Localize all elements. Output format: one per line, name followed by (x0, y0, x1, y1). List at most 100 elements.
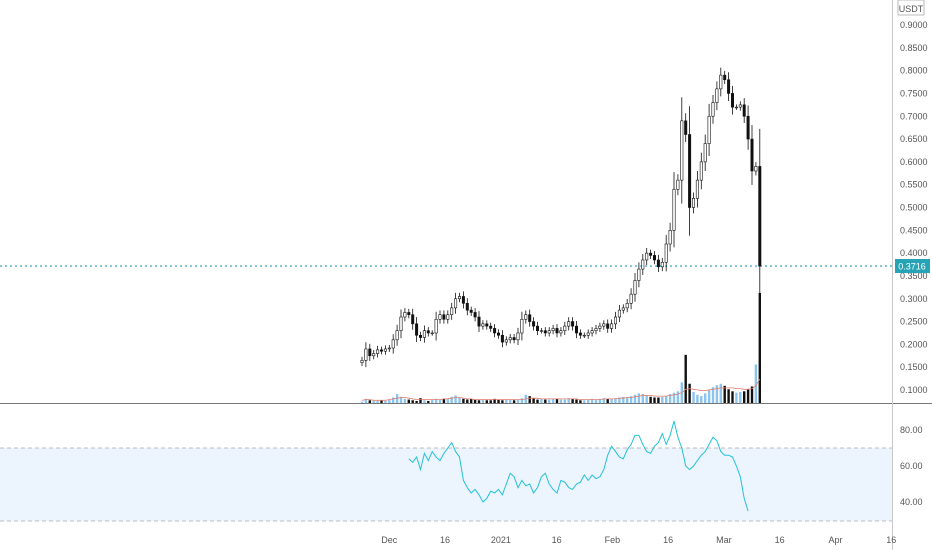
volume-bar (602, 398, 605, 403)
volume-bar (641, 394, 644, 403)
volume-bar (532, 398, 535, 403)
volume-bar (587, 399, 590, 403)
main-pane[interactable] (0, 67, 892, 403)
volume-bar (583, 400, 586, 403)
candle-body (590, 330, 594, 334)
volume-bar (727, 389, 730, 403)
candle-body (715, 88, 719, 103)
volume-bar (501, 400, 504, 403)
volume-bar (590, 398, 594, 403)
candle-body (602, 323, 606, 327)
volume-bar (485, 400, 488, 403)
candle-body (649, 252, 653, 256)
candle-body (742, 104, 746, 117)
volume-bar (364, 398, 368, 403)
volume-bar (442, 398, 446, 403)
price-axis-tick-label: 0.9000 (900, 20, 928, 30)
price-axis-tick-label: 0.5500 (900, 180, 928, 190)
candle-body (528, 314, 532, 322)
candle-body (426, 330, 430, 334)
candle-body (407, 312, 411, 316)
candle-body (520, 318, 524, 334)
candle-body (422, 330, 426, 338)
candle-body (543, 330, 547, 334)
candle-body (395, 330, 399, 341)
candle-body (508, 337, 512, 341)
price-axis-tick-label: 0.1500 (900, 362, 928, 372)
candle-body (415, 323, 419, 336)
candle-body (411, 314, 415, 325)
candle-body (688, 134, 692, 208)
candle-body (641, 259, 645, 270)
volume-bar (380, 400, 383, 403)
volume-bar (653, 397, 656, 403)
candle-body (738, 104, 742, 108)
candle-body (387, 347, 391, 350)
volume-bar (735, 392, 738, 403)
price-axis-tick-label: 0.6500 (900, 134, 928, 144)
volume-bar (450, 396, 453, 403)
volume-bar (606, 398, 609, 403)
candle-body (376, 349, 380, 354)
volume-bar (497, 399, 500, 403)
volume-bar (743, 391, 746, 403)
candle-body (727, 79, 731, 94)
volume-bar (407, 399, 410, 403)
volume-bar (454, 395, 457, 403)
candle-body (719, 74, 723, 90)
volume-bar (438, 399, 442, 403)
volume-bar (505, 399, 508, 403)
volume-bar (579, 400, 582, 403)
volume-bar (489, 400, 492, 403)
candle-body (481, 323, 485, 327)
candle-body (446, 314, 450, 320)
volume-bar (696, 394, 699, 403)
candle-body (571, 321, 575, 327)
candle-body (707, 115, 711, 144)
candle-body (567, 321, 571, 327)
volume-bar (466, 399, 469, 403)
candle-body (664, 243, 668, 263)
volume-bar (458, 397, 461, 403)
time-axis-tick-label: Mar (716, 535, 732, 545)
volume-bar (739, 392, 742, 403)
volume-bar (692, 392, 695, 403)
candle-body (434, 318, 438, 334)
volume-bar (645, 395, 648, 403)
time-axis-tick-label: Feb (605, 535, 621, 545)
candle-body (699, 161, 703, 181)
volume-bar (384, 400, 387, 403)
rsi-pane[interactable] (408, 420, 749, 512)
volume-bar (688, 383, 691, 403)
time-axis-tick-label: 16 (775, 535, 785, 545)
volume-bar (567, 398, 570, 403)
rsi-axis-tick-label: 40.00 (900, 497, 923, 507)
candle-body (734, 106, 738, 109)
volume-bar (403, 398, 407, 403)
price-axis-tick-label: 0.6000 (900, 157, 928, 167)
price-axis-tick-label: 0.2500 (900, 317, 928, 327)
time-axis-tick-label: 16 (663, 535, 673, 545)
candle-body (703, 143, 707, 163)
price-axis-tick-label: 0.8000 (900, 66, 928, 76)
candle-body (668, 230, 672, 245)
volume-bar (434, 398, 438, 403)
volume-bar (629, 396, 633, 403)
volume-bar (618, 397, 621, 403)
candle-body (516, 332, 520, 341)
volume-bar (427, 400, 430, 403)
volume-bar (731, 391, 734, 403)
candle-body (551, 328, 555, 331)
volume-bar (626, 397, 629, 403)
candle-body (442, 314, 446, 320)
axis-labels: 0.9000 0.8500 0.8000 0.7500 0.7000 0.6500 0.60… (381, 20, 927, 545)
volume-bar (633, 394, 637, 403)
volume-bar (431, 399, 434, 403)
volume-bar (758, 293, 761, 403)
candle-body (695, 179, 699, 199)
rsi-band (0, 448, 892, 521)
volume-bar (415, 400, 418, 403)
volume-bar (711, 387, 715, 403)
volume-bar (594, 399, 598, 403)
